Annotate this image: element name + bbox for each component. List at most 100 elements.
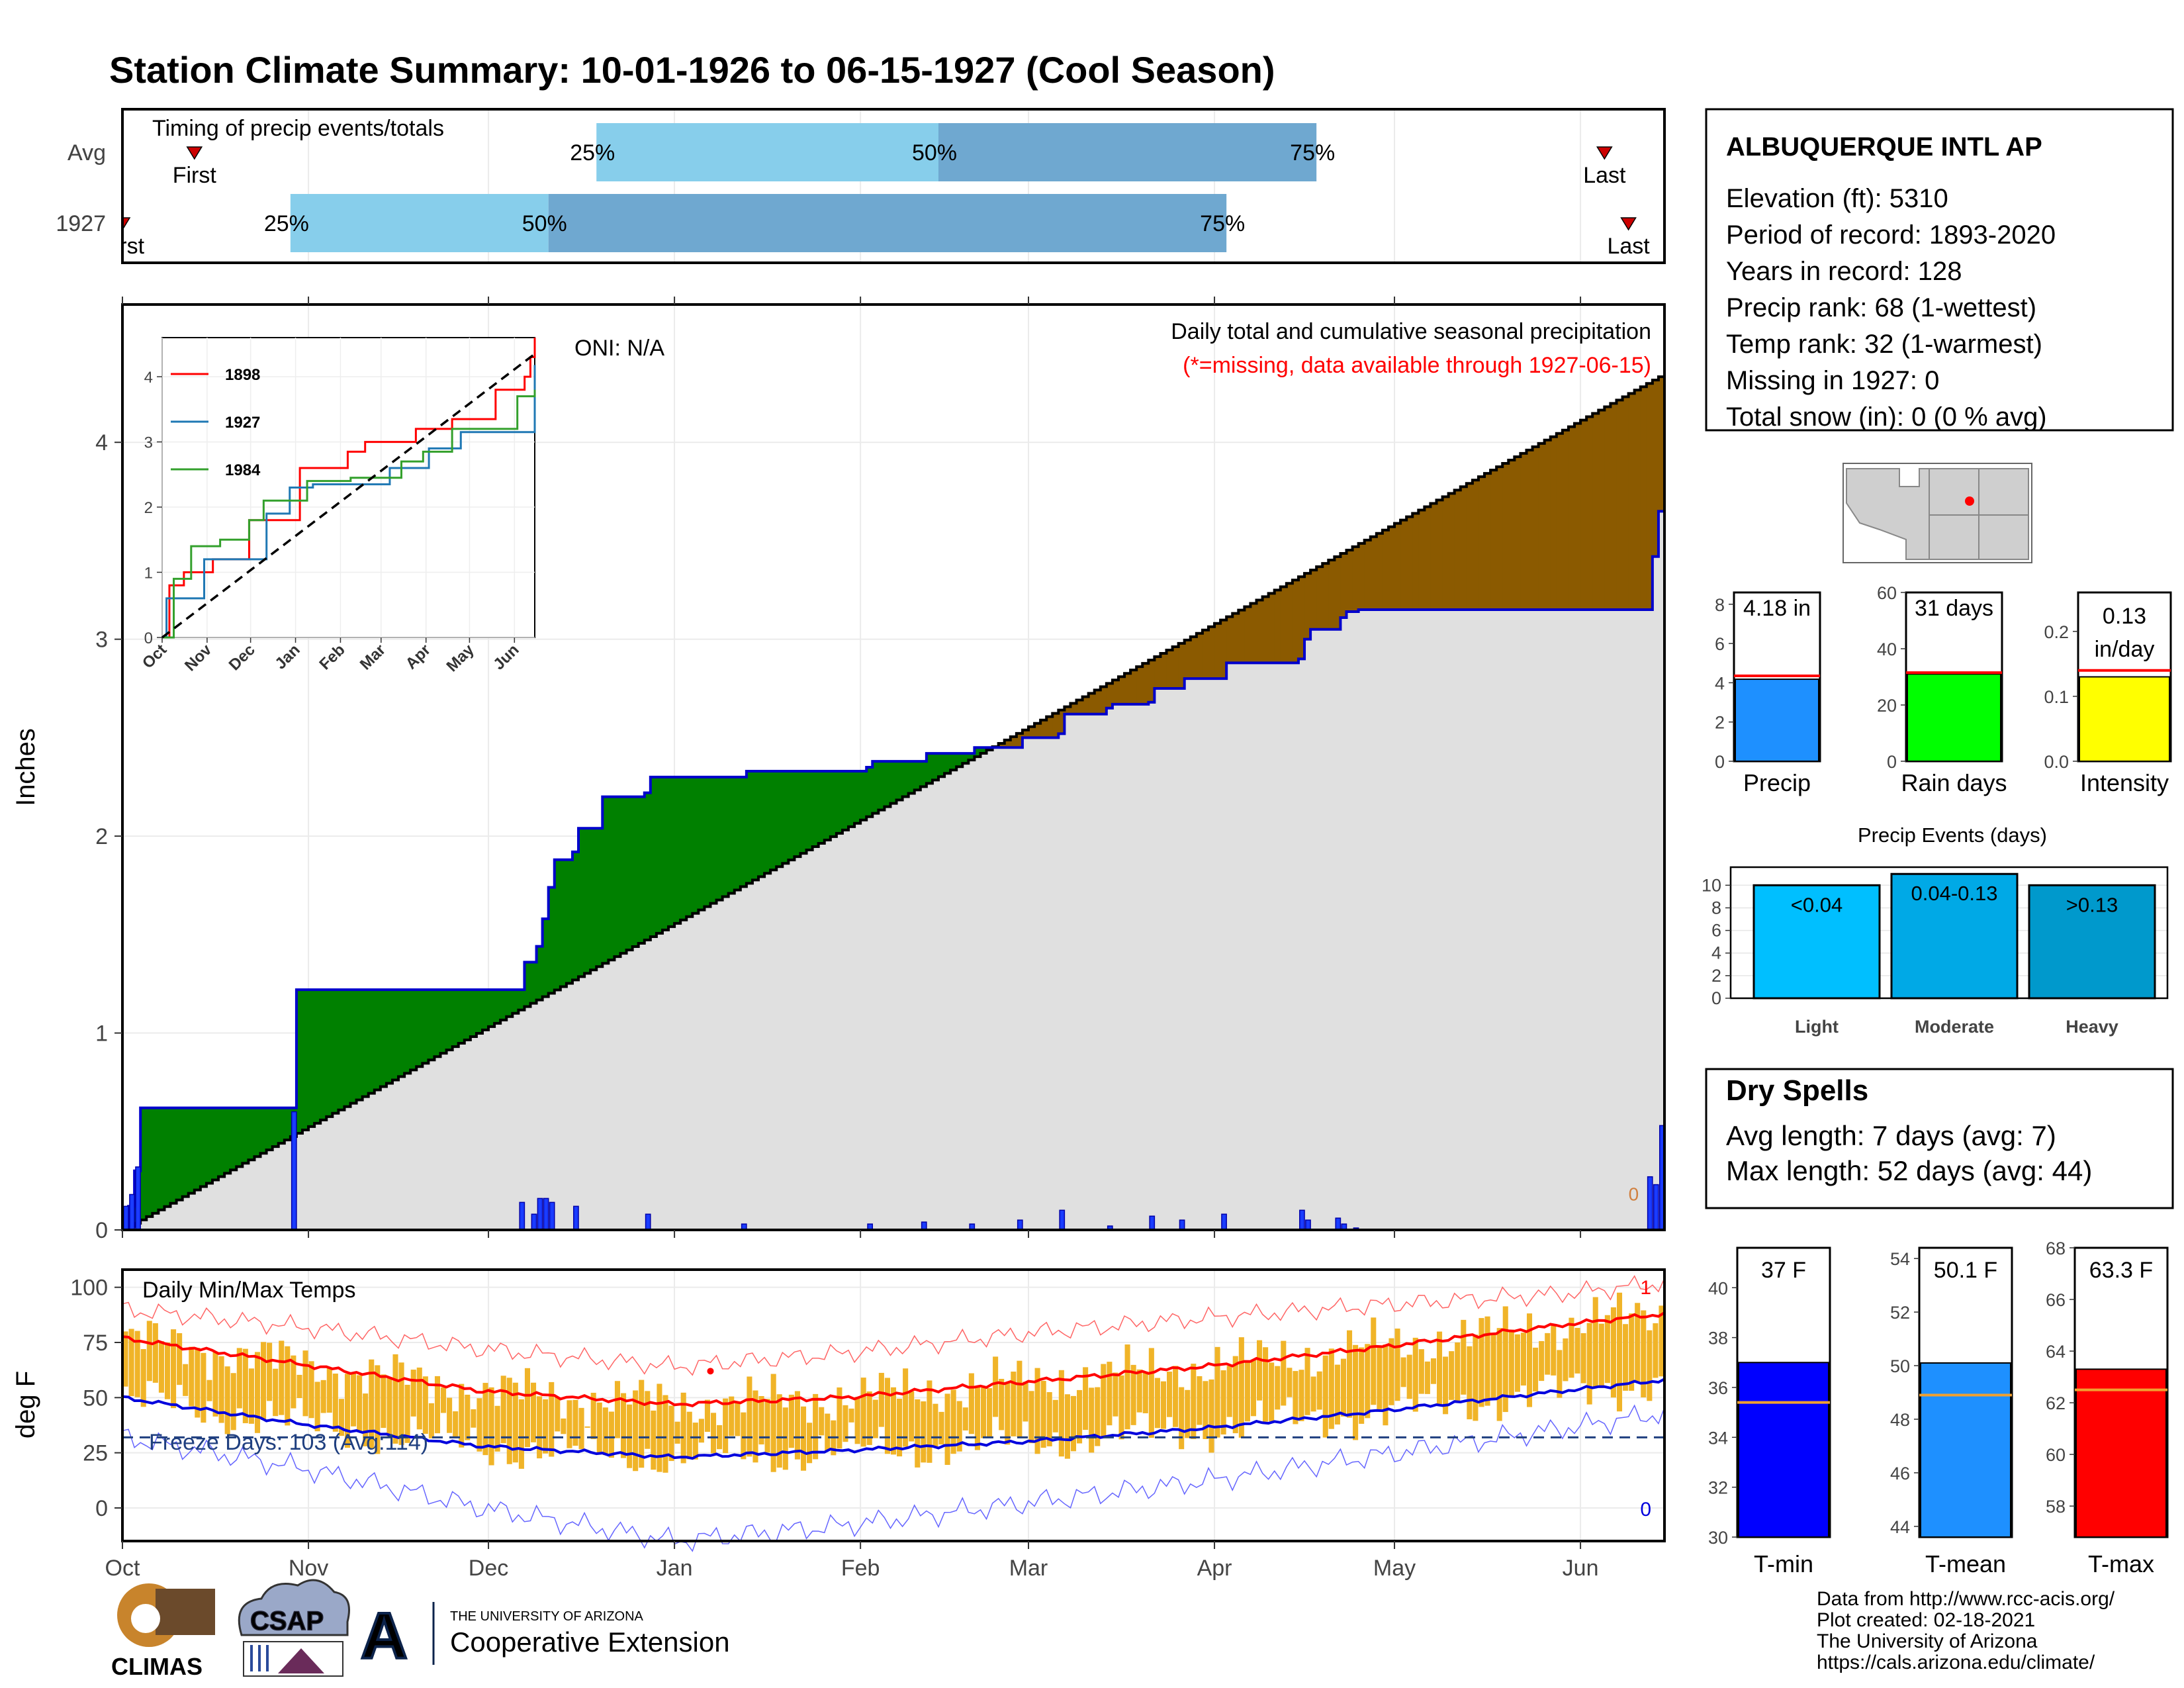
daily-temp-bar [897,1398,903,1457]
inset-legend-label: 1927 [225,414,260,432]
daily-temp-bar [537,1396,543,1459]
below-avg-fill [1466,483,1473,610]
normal-min-line [122,1378,1665,1460]
daily-precip-bar [1149,1215,1156,1231]
daily-temp-bar [1371,1317,1377,1405]
below-avg-fill [1202,630,1209,679]
below-avg-fill [1424,506,1432,610]
below-avg-fill [1238,610,1245,663]
inset-average-dashed-line [161,353,536,639]
below-avg-fill [1256,600,1263,663]
climas-logo: CLIMAS [111,1583,215,1680]
temp-stat-y-tick-label: 40 [1708,1278,1728,1298]
below-avg-fill [1046,716,1053,738]
daily-temp-bar [1269,1362,1275,1422]
below-avg-fill [1220,620,1227,679]
daily-temp-bar [1070,1395,1077,1452]
above-avg-fill [458,990,465,1044]
below-avg-fill [1022,729,1029,738]
first-event-marker [186,146,203,160]
above-avg-fill [878,761,886,810]
climas-logo-sun [131,1604,160,1633]
below-avg-fill [1148,660,1155,702]
daily-temp-bar [195,1348,201,1418]
daily-temp-bar [267,1342,273,1401]
above-avg-fill [752,771,759,880]
below-avg-fill [1406,516,1413,610]
above-avg-fill [746,771,753,884]
above-avg-fill [968,753,975,761]
above-avg-fill [590,828,597,970]
stat-category-label: Rain days [1901,769,2007,796]
below-avg-fill [1112,680,1119,704]
above-avg-fill [380,990,387,1087]
below-avg-fill [1496,467,1503,610]
daily-precip-bar [291,1111,297,1231]
below-avg-fill [998,743,1005,748]
daily-temp-bar [1257,1340,1263,1401]
daily-temp-bar [1604,1315,1610,1383]
events-bar-range-label: <0.04 [1791,893,1843,916]
below-avg-fill [1568,426,1575,610]
below-avg-fill [1262,596,1269,663]
above-avg-fill [656,776,663,933]
daily-temp-bar [639,1380,645,1468]
above-avg-fill [530,962,537,1004]
above-avg-fill [218,1107,225,1177]
daily-temp-bar [968,1373,974,1434]
above-avg-fill [152,1107,159,1213]
below-avg-fill [1604,406,1612,610]
above-avg-fill [524,962,531,1007]
below-avg-fill [1058,710,1065,734]
below-avg-fill [1304,573,1311,639]
below-avg-fill [1088,693,1095,714]
above-avg-fill [710,776,717,904]
below-avg-fill [1310,570,1317,630]
page-title: Station Climate Summary: 10-01-1926 to 0… [109,49,1275,91]
above-avg-fill [956,753,963,767]
daily-temp-bar [1208,1379,1214,1453]
stat-y-tick-label: 2 [1715,713,1725,733]
events-y-tick-label: 10 [1702,875,1721,895]
above-avg-fill [188,1107,195,1194]
daily-temp-bar [447,1397,453,1433]
stat-y-tick-label: 0.1 [2044,687,2069,707]
credit-line: https://cals.arizona.edu/climate/ [1817,1652,2095,1673]
daily-temp-bar [416,1367,422,1430]
daily-temp-bar [177,1333,183,1385]
daily-temp-bar [543,1399,549,1454]
daily-temp-bar [776,1394,782,1468]
below-avg-fill [1052,713,1059,738]
last-event-label: Last [1607,234,1650,259]
above-avg-fill [350,990,357,1103]
stat-value-label: 31 days [1915,596,1993,621]
above-avg-fill [164,1107,171,1207]
above-avg-fill [224,1107,231,1174]
stat-y-tick-label: 4 [1715,673,1725,693]
daily-temp-bar [555,1397,561,1432]
above-avg-fill [518,990,525,1010]
daily-temp-bar [819,1407,825,1436]
daily-temp-bar [1077,1389,1083,1444]
below-avg-fill [1646,383,1653,610]
inset-series-line [162,389,536,639]
daily-temp-bar [1533,1347,1539,1392]
above-avg-fill [470,990,477,1037]
info-line: Missing in 1927: 0 [1726,366,1939,395]
ua-cooperative-extension-logo: A THE UNIVERSITY OF ARIZONA Cooperative … [359,1598,730,1673]
temp-stat-y-tick-label: 46 [1890,1464,1910,1483]
temp-stat-value-label: 63.3 F [2089,1258,2153,1283]
events-bar [2028,884,2156,1000]
avg-cumulative-grey-fill [122,373,1664,1230]
daily-temp-bar [878,1372,884,1427]
daily-temp-bar [956,1401,962,1452]
daily-temp-bar [146,1321,152,1382]
daily-temp-bar [1388,1338,1394,1405]
above-avg-fill [620,796,627,954]
daily-temp-bar [1592,1297,1598,1387]
daily-temp-bar [1359,1347,1365,1424]
daily-temp-bar [800,1406,807,1471]
daily-temp-bar [717,1425,723,1450]
daily-temp-bar [944,1393,950,1465]
